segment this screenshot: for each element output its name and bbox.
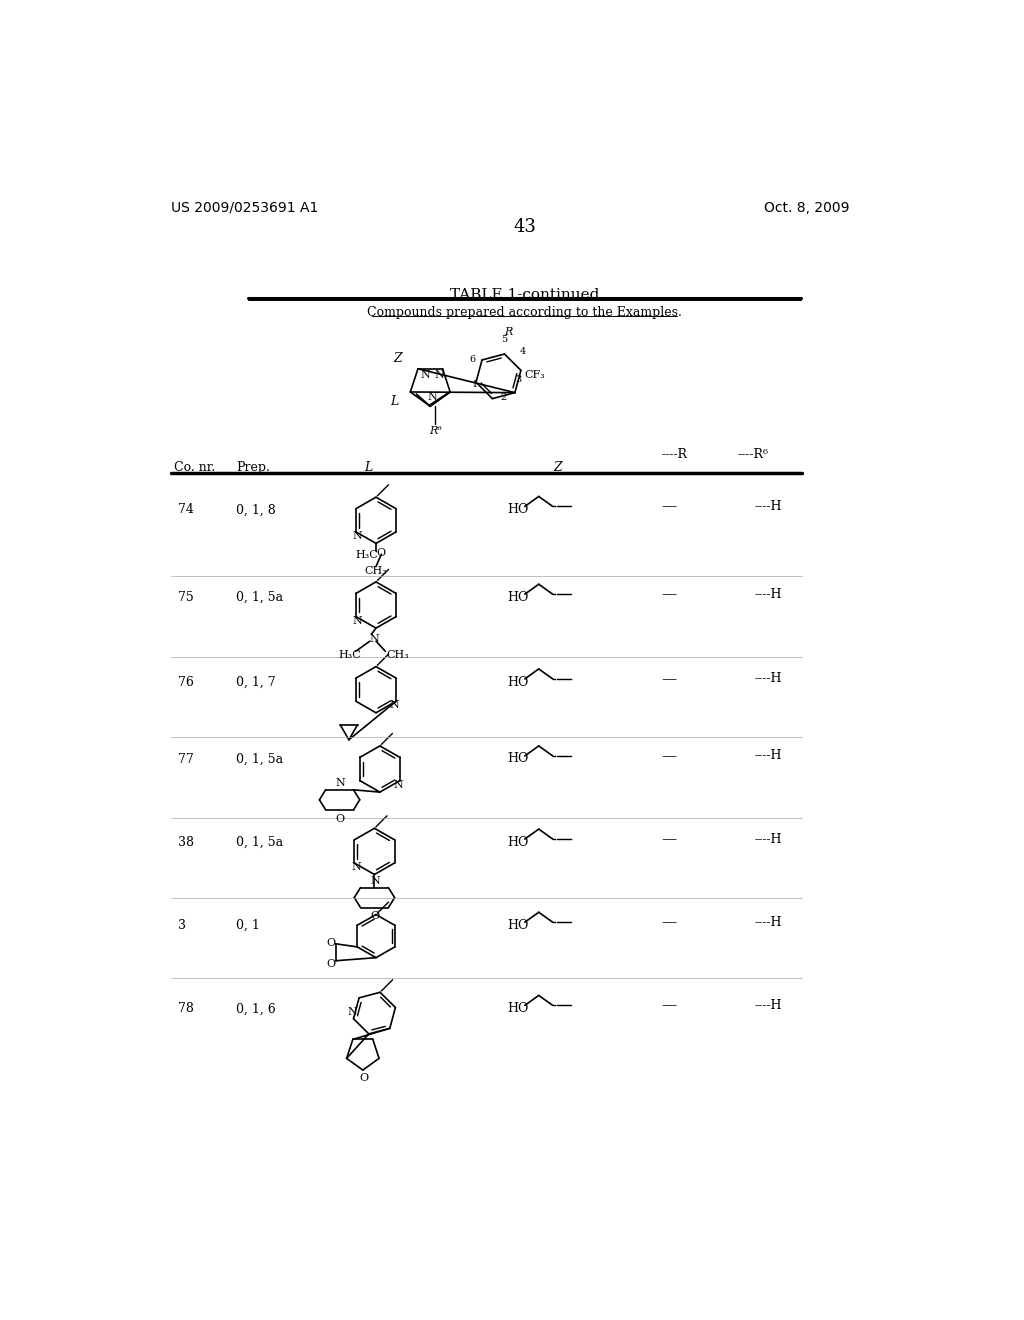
Text: —: — — [662, 748, 677, 763]
Text: 0, 1, 5a: 0, 1, 5a — [237, 752, 284, 766]
Text: 43: 43 — [513, 218, 537, 236]
Text: HO: HO — [508, 591, 529, 603]
Text: Co. nr.: Co. nr. — [174, 461, 216, 474]
Text: N: N — [347, 1007, 357, 1016]
Text: HO: HO — [508, 503, 529, 516]
Text: Prep.: Prep. — [237, 461, 270, 474]
Text: CH₃: CH₃ — [365, 566, 387, 577]
Text: O: O — [359, 1073, 369, 1084]
Text: 78: 78 — [178, 1002, 195, 1015]
Text: 4: 4 — [520, 347, 526, 356]
Text: N: N — [352, 615, 362, 626]
Text: 74: 74 — [178, 503, 195, 516]
Text: L: L — [390, 395, 398, 408]
Text: 0, 1, 8: 0, 1, 8 — [237, 503, 276, 516]
Text: ----H: ----H — [755, 672, 781, 685]
Text: N: N — [390, 701, 399, 710]
Text: 5: 5 — [501, 335, 507, 345]
Text: L: L — [365, 461, 373, 474]
Text: 3: 3 — [515, 375, 522, 384]
Text: 1: 1 — [471, 380, 477, 389]
Text: HO: HO — [508, 919, 529, 932]
Text: Z: Z — [554, 461, 562, 474]
Text: Compounds prepared according to the Examples.: Compounds prepared according to the Exam… — [368, 306, 682, 319]
Text: 77: 77 — [178, 752, 195, 766]
Text: 0, 1, 7: 0, 1, 7 — [237, 676, 276, 689]
Text: 6: 6 — [469, 355, 475, 364]
Text: N: N — [394, 780, 403, 789]
Text: N: N — [371, 876, 380, 886]
Text: N: N — [336, 779, 345, 788]
Text: —: — — [662, 998, 677, 1012]
Text: ----H: ----H — [755, 750, 781, 763]
Text: N: N — [434, 370, 443, 380]
Text: ----R: ----R — [662, 447, 687, 461]
Text: TABLE 1-continued: TABLE 1-continued — [451, 288, 599, 302]
Text: ----H: ----H — [755, 833, 781, 846]
Text: 0, 1: 0, 1 — [237, 919, 260, 932]
Text: H₃C: H₃C — [339, 649, 361, 660]
Text: H₃C: H₃C — [355, 549, 378, 560]
Text: N: N — [352, 531, 362, 541]
Text: HO: HO — [508, 676, 529, 689]
Text: CH₃: CH₃ — [387, 649, 410, 660]
Text: —: — — [662, 672, 677, 686]
Text: ----R⁶: ----R⁶ — [737, 447, 768, 461]
Text: 2: 2 — [501, 393, 507, 403]
Text: HO: HO — [508, 752, 529, 766]
Text: O: O — [336, 813, 345, 824]
Text: CF₃: CF₃ — [524, 370, 545, 380]
Text: ----H: ----H — [755, 587, 781, 601]
Text: N: N — [370, 635, 380, 644]
Text: —: — — [662, 832, 677, 846]
Text: R⁶: R⁶ — [429, 425, 441, 436]
Text: O: O — [327, 960, 336, 969]
Text: O: O — [371, 911, 380, 921]
Text: O: O — [327, 937, 336, 948]
Text: HO: HO — [508, 836, 529, 849]
Text: 3: 3 — [178, 919, 186, 932]
Text: ----H: ----H — [755, 916, 781, 929]
Text: N: N — [421, 370, 431, 380]
Text: ----H: ----H — [755, 999, 781, 1012]
Text: Z: Z — [393, 351, 401, 364]
Text: ----H: ----H — [755, 500, 781, 513]
Text: N: N — [428, 392, 437, 401]
Text: —: — — [662, 587, 677, 601]
Text: 38: 38 — [178, 836, 195, 849]
Text: N: N — [351, 862, 360, 873]
Text: HO: HO — [508, 1002, 529, 1015]
Text: —: — — [662, 915, 677, 929]
Text: 76: 76 — [178, 676, 195, 689]
Text: —: — — [662, 499, 677, 513]
Text: 0, 1, 6: 0, 1, 6 — [237, 1002, 276, 1015]
Text: 0, 1, 5a: 0, 1, 5a — [237, 836, 284, 849]
Text: O: O — [376, 548, 385, 558]
Text: 0, 1, 5a: 0, 1, 5a — [237, 591, 284, 605]
Text: Oct. 8, 2009: Oct. 8, 2009 — [764, 201, 849, 215]
Text: 75: 75 — [178, 591, 195, 605]
Text: R: R — [505, 327, 513, 337]
Text: US 2009/0253691 A1: US 2009/0253691 A1 — [171, 201, 318, 215]
